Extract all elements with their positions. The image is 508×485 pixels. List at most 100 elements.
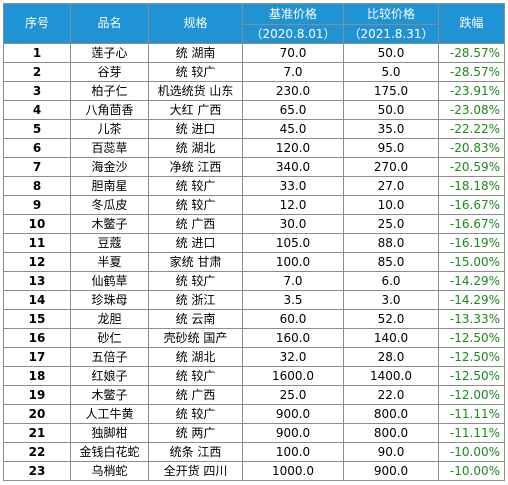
product-name: 百蕊草	[70, 138, 149, 158]
price-change: -11.11%	[438, 423, 505, 443]
table-row: 5 儿茶统 进口 45.0 35.0 -22.22%	[3, 119, 505, 139]
product-spec: 大红 广西	[148, 100, 243, 120]
table-row: 11 豆蔻统 进口 105.0 88.0 -16.19%	[3, 233, 505, 253]
table-row: 14 珍珠母统 浙江 3.5 3.0 -14.29%	[3, 290, 505, 310]
product-name: 豆蔻	[70, 233, 149, 253]
base-price: 33.0	[242, 176, 344, 196]
product-spec: 净统 江西	[148, 157, 243, 177]
row-number: 2	[3, 62, 71, 82]
compare-price: 800.0	[343, 404, 439, 424]
base-price: 12.0	[242, 195, 344, 215]
product-name: 冬瓜皮	[70, 195, 149, 215]
table-row: 17 五倍子统 湖北 32.0 28.0 -12.50%	[3, 347, 505, 367]
base-price: 3.5	[242, 290, 344, 310]
row-number: 14	[3, 290, 71, 310]
product-spec: 统 较广	[148, 404, 243, 424]
price-change: -16.67%	[438, 195, 505, 215]
header-spec: 规格	[148, 3, 243, 44]
price-change: -10.00%	[438, 461, 505, 481]
price-change: -20.83%	[438, 138, 505, 158]
price-change: -16.67%	[438, 214, 505, 234]
product-spec: 统 湖北	[148, 138, 243, 158]
compare-price: 27.0	[343, 176, 439, 196]
compare-price: 50.0	[343, 43, 439, 63]
table-row: 16 砂仁 壳砂统 国产 160.0 140.0 -12.50%	[3, 328, 505, 348]
price-drop-table: 序号 品名 规格 基准价格 比较价格 跌幅 （2020.8.01） （2021.…	[3, 3, 505, 481]
table-row: 9 冬瓜皮统 较广 12.0 10.0 -16.67%	[3, 195, 505, 215]
header-name: 品名	[70, 3, 149, 44]
compare-price: 52.0	[343, 309, 439, 329]
header-no: 序号	[3, 3, 71, 44]
table-row: 23 乌梢蛇 全开货 四川 1000.0 900.0 -10.00%	[3, 461, 505, 481]
product-name: 砂仁	[70, 328, 149, 348]
price-change: -12.50%	[438, 366, 505, 386]
product-spec: 统 较广	[148, 271, 243, 291]
price-change: -23.08%	[438, 100, 505, 120]
base-price: 65.0	[242, 100, 344, 120]
product-name: 柏子仁	[70, 81, 149, 101]
product-spec: 统 浙江	[148, 290, 243, 310]
row-number: 16	[3, 328, 71, 348]
base-price: 100.0	[242, 252, 344, 272]
base-price: 230.0	[242, 81, 344, 101]
compare-price: 270.0	[343, 157, 439, 177]
base-price: 120.0	[242, 138, 344, 158]
product-spec: 统条 江西	[148, 442, 243, 462]
product-name: 人工牛黄	[70, 404, 149, 424]
header-base-date: （2020.8.01）	[242, 24, 344, 44]
product-spec: 统 较广	[148, 366, 243, 386]
product-spec: 统 进口	[148, 233, 243, 253]
product-spec: 家统 甘肃	[148, 252, 243, 272]
compare-price: 95.0	[343, 138, 439, 158]
price-change: -18.18%	[438, 176, 505, 196]
base-price: 7.0	[242, 271, 344, 291]
row-number: 8	[3, 176, 71, 196]
price-change: -14.29%	[438, 271, 505, 291]
compare-price: 10.0	[343, 195, 439, 215]
base-price: 70.0	[242, 43, 344, 63]
base-price: 105.0	[242, 233, 344, 253]
price-change: -11.11%	[438, 404, 505, 424]
compare-price: 900.0	[343, 461, 439, 481]
compare-price: 22.0	[343, 385, 439, 405]
price-change: -10.00%	[438, 442, 505, 462]
product-spec: 统 广西	[148, 214, 243, 234]
table-row: 8 胆南星统 较广 33.0 27.0 -18.18%	[3, 176, 505, 196]
product-name: 仙鹤草	[70, 271, 149, 291]
product-spec: 统 较广	[148, 176, 243, 196]
product-spec: 统 广西	[148, 385, 243, 405]
base-price: 7.0	[242, 62, 344, 82]
row-number: 12	[3, 252, 71, 272]
product-spec: 统 两广	[148, 423, 243, 443]
product-spec: 全开货 四川	[148, 461, 243, 481]
product-name: 龙胆	[70, 309, 149, 329]
table-row: 2 谷芽统 较广 7.0 5.0 -28.57%	[3, 62, 505, 82]
price-change: -16.19%	[438, 233, 505, 253]
base-price: 1000.0	[242, 461, 344, 481]
compare-price: 90.0	[343, 442, 439, 462]
price-change: -28.57%	[438, 43, 505, 63]
price-change: -13.33%	[438, 309, 505, 329]
table-row: 21 独脚柑统 两广 900.0 800.0 -11.11%	[3, 423, 505, 443]
table-row: 15 龙胆统 云南 60.0 52.0 -13.33%	[3, 309, 505, 329]
compare-price: 5.0	[343, 62, 439, 82]
price-change: -20.59%	[438, 157, 505, 177]
row-number: 3	[3, 81, 71, 101]
compare-price: 50.0	[343, 100, 439, 120]
price-change: -12.50%	[438, 347, 505, 367]
product-name: 五倍子	[70, 347, 149, 367]
row-number: 22	[3, 442, 71, 462]
compare-price: 175.0	[343, 81, 439, 101]
base-price: 100.0	[242, 442, 344, 462]
price-change: -12.50%	[438, 328, 505, 348]
product-spec: 统 湖南	[148, 43, 243, 63]
row-number: 6	[3, 138, 71, 158]
base-price: 900.0	[242, 404, 344, 424]
row-number: 13	[3, 271, 71, 291]
product-name: 儿茶	[70, 119, 149, 139]
row-number: 10	[3, 214, 71, 234]
product-name: 木鳖子	[70, 214, 149, 234]
base-price: 1600.0	[242, 366, 344, 386]
product-spec: 统 较广	[148, 62, 243, 82]
price-change: -22.22%	[438, 119, 505, 139]
